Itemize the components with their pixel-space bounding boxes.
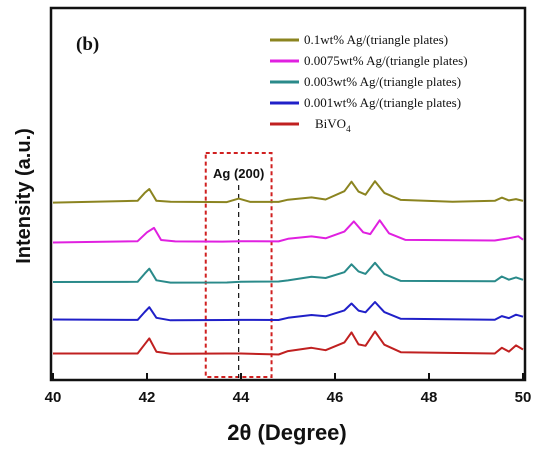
series-line-4 — [52, 301, 524, 322]
legend-entry: 0.001wt% Ag/(triangle plates) — [304, 95, 461, 110]
x-tick-label: 50 — [515, 389, 532, 406]
legend-entry: BiVO4 — [315, 116, 351, 134]
x-axis-ticks: 40 42 44 46 48 50 — [45, 373, 532, 406]
legend-entry: 0.003wt% Ag/(triangle plates) — [304, 74, 461, 89]
series-line-2 — [52, 219, 524, 244]
legend-entry: 0.0075wt% Ag/(triangle plates) — [304, 53, 468, 68]
x-tick-label: 48 — [421, 389, 438, 406]
legend: 0.1wt% Ag/(triangle plates) 0.0075wt% Ag/… — [270, 32, 468, 134]
plot-area: Ag (200) — [52, 152, 524, 378]
ag-200-label: Ag (200) — [213, 166, 264, 181]
x-axis-title: 2θ (Degree) — [227, 420, 347, 445]
x-tick-label: 46 — [327, 389, 344, 406]
x-tick-label: 40 — [45, 389, 62, 406]
series-line-3 — [52, 261, 524, 284]
plot-frame — [49, 6, 527, 382]
legend-entry: 0.1wt% Ag/(triangle plates) — [304, 32, 448, 47]
panel-label: (b) — [76, 34, 99, 55]
x-tick-label: 42 — [139, 389, 156, 406]
y-axis-title: Intensity (a.u.) — [13, 128, 35, 264]
series-line-5 — [53, 330, 524, 356]
series-line-1 — [52, 180, 524, 204]
x-tick-label: 44 — [233, 389, 250, 406]
